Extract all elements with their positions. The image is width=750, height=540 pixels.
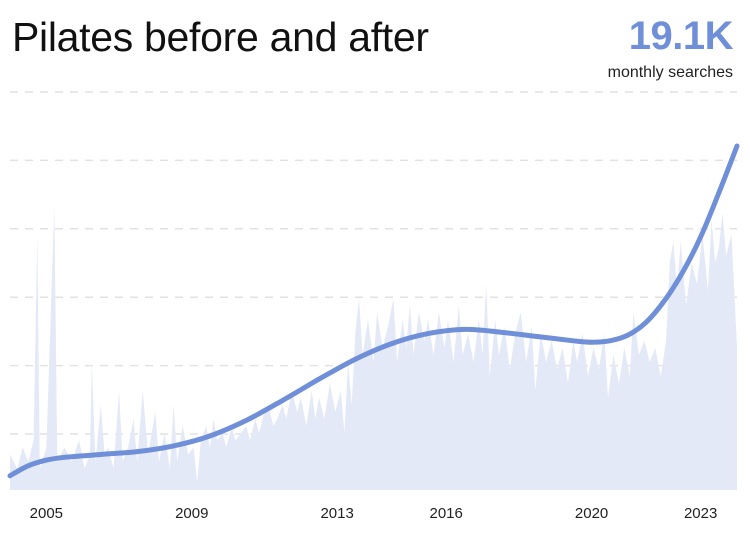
page-title: Pilates before and after	[12, 14, 429, 60]
monthly-searches-stat: 19.1K monthly searches	[607, 14, 734, 82]
x-axis-ticks: 2005 2009 2013 2016 2020 2023	[30, 505, 718, 522]
search-volume-value: 19.1K	[628, 14, 734, 58]
x-tick-label: 2005	[30, 505, 63, 522]
search-volume-label: monthly searches	[607, 64, 733, 81]
x-tick-label: 2023	[684, 505, 717, 522]
x-tick-label: 2009	[175, 505, 208, 522]
x-tick-label: 2016	[430, 505, 463, 522]
x-tick-label: 2020	[575, 505, 608, 522]
trend-line	[7, 143, 740, 479]
monthly-volume-area	[10, 205, 737, 490]
x-tick-label: 2013	[320, 505, 353, 522]
